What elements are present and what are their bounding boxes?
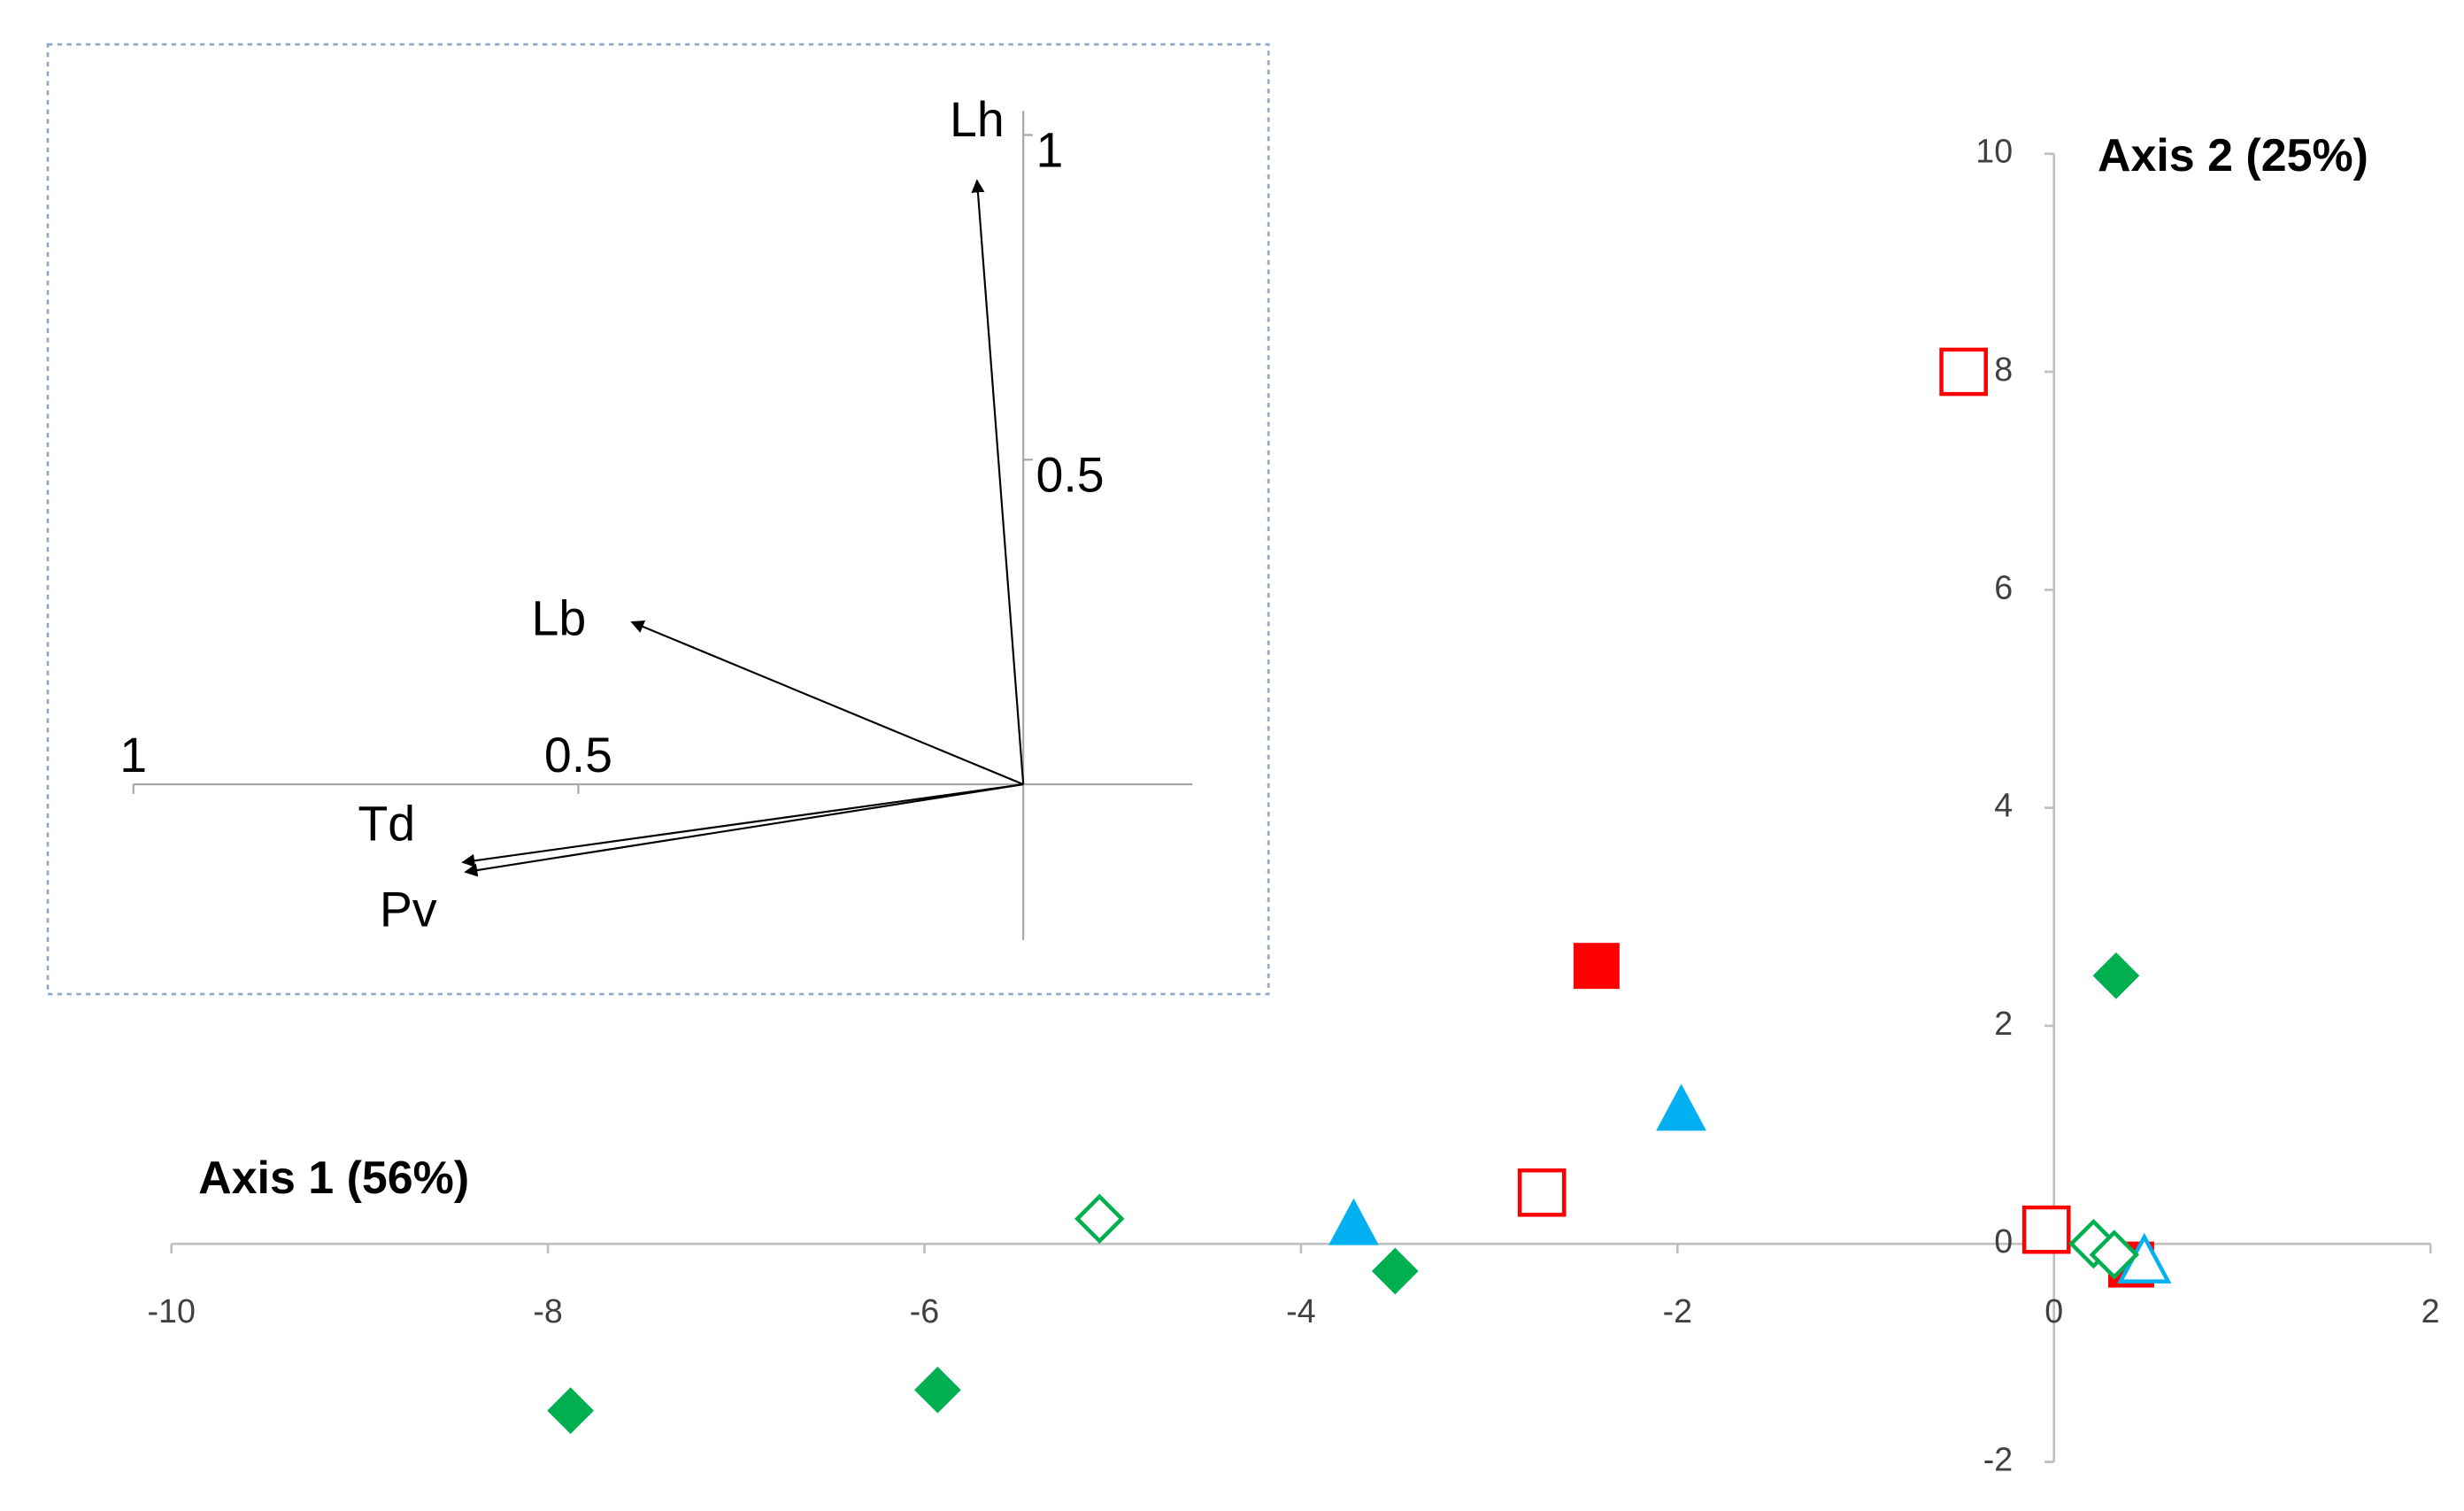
- loading-arrow: [630, 620, 1024, 786]
- square-marker: [1573, 943, 1620, 990]
- x-tick-label: 1: [119, 728, 147, 782]
- x-tick-label: 0: [2044, 1292, 2063, 1330]
- y-tick-label: 0: [1994, 1222, 2013, 1260]
- y-tick-label: 6: [1994, 568, 2013, 605]
- diamond-marker: [1074, 1193, 1125, 1245]
- vector-label: Td: [358, 796, 415, 851]
- vector-label: Pv: [380, 882, 437, 937]
- diamond-marker: [2089, 1230, 2140, 1280]
- diamond-marker: [2092, 952, 2140, 999]
- y-tick-label: 8: [1994, 351, 2013, 388]
- x-tick-label: 0.5: [544, 728, 612, 782]
- x-tick-label: -6: [910, 1292, 939, 1330]
- square-marker: [1517, 1168, 1567, 1217]
- triangle-marker: [1328, 1198, 1379, 1245]
- y-tick-label: 1: [1036, 123, 1064, 178]
- diamond-marker: [914, 1366, 961, 1414]
- x-axis-title: Axis 1 (56%): [198, 1153, 469, 1204]
- y-tick-label: -2: [1983, 1440, 2013, 1477]
- loading-arrow: [971, 179, 1025, 785]
- y-tick-label: 4: [1994, 787, 2013, 824]
- x-tick-label: -8: [533, 1292, 562, 1330]
- y-tick-label: 10: [1975, 133, 2013, 170]
- x-tick-label: -2: [1663, 1292, 1692, 1330]
- diamond-marker: [547, 1387, 594, 1434]
- square-marker: [2021, 1205, 2071, 1254]
- diamond-marker: [1371, 1247, 1419, 1295]
- square-marker: [1939, 347, 1988, 397]
- y-tick-label: 0.5: [1036, 447, 1105, 502]
- x-tick-label: 2: [2422, 1292, 2440, 1330]
- x-tick-label: -4: [1286, 1292, 1315, 1330]
- vector-label: Lb: [531, 590, 586, 645]
- triangle-marker: [1656, 1083, 1706, 1131]
- loading-arrow: [464, 783, 1024, 877]
- vector-label: Lh: [950, 92, 1005, 147]
- y-tick-label: 2: [1994, 1005, 2013, 1042]
- loading-arrow: [461, 783, 1024, 867]
- x-tick-label: -10: [148, 1292, 196, 1330]
- y-axis-title: Axis 2 (25%): [2098, 130, 2368, 181]
- inset-frame: [46, 42, 1270, 996]
